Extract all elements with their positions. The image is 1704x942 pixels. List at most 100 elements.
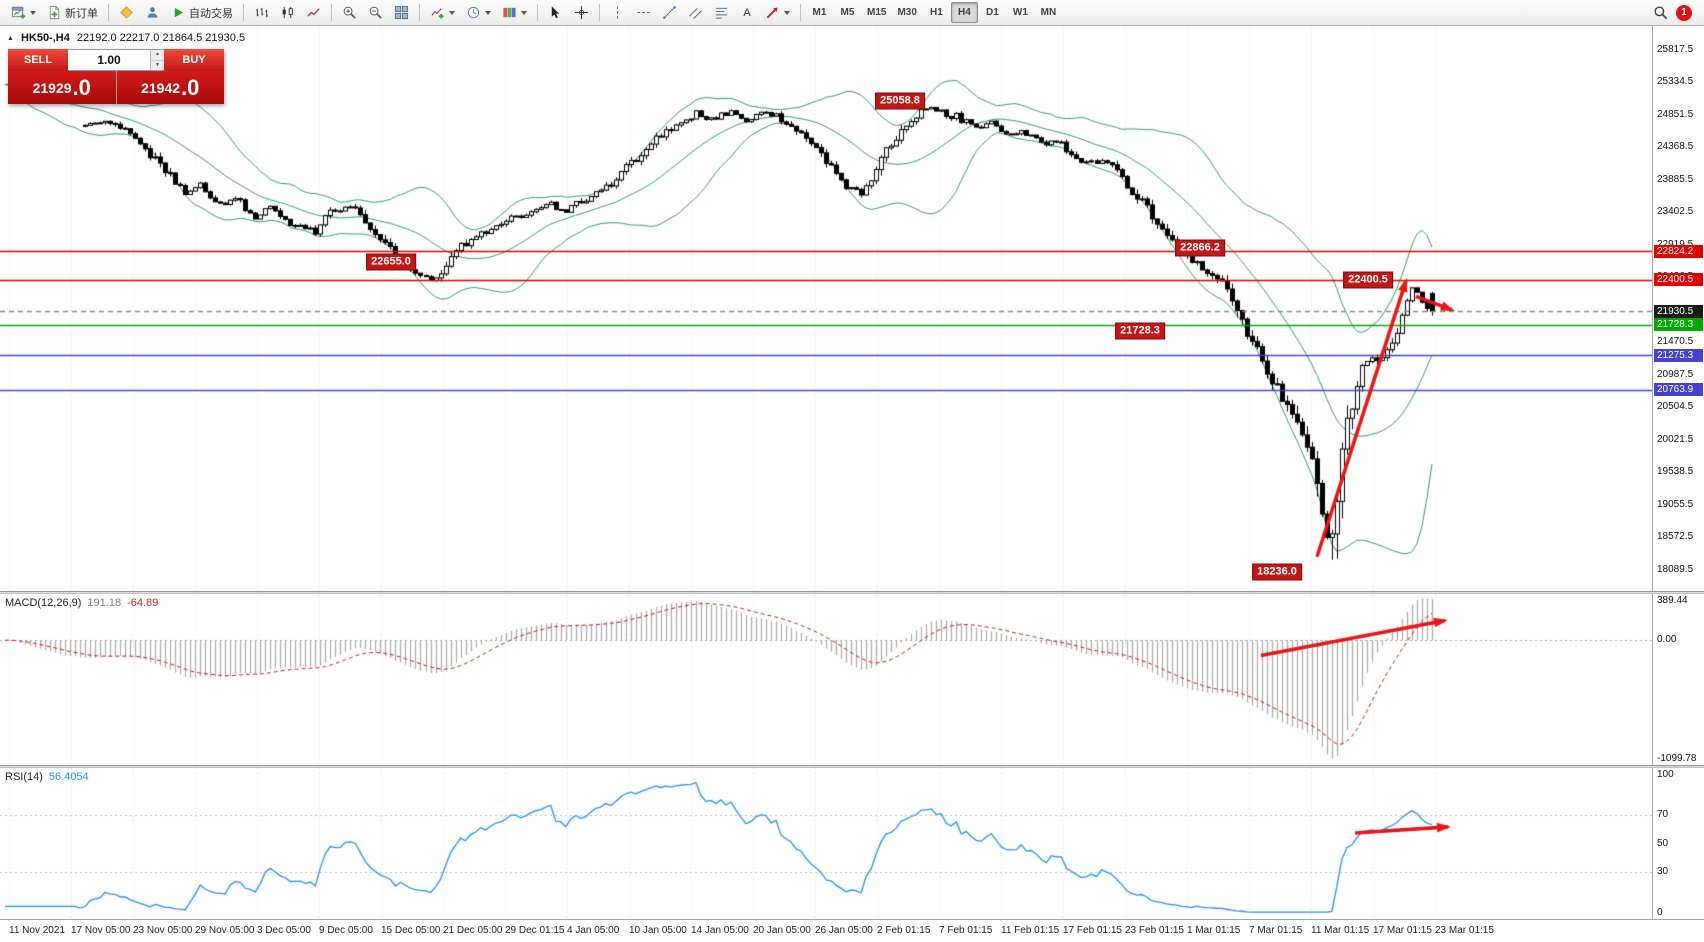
rsi-axis-label: 70 (1657, 808, 1669, 820)
volume-increase-button[interactable]: ▲ (151, 50, 164, 61)
time-axis[interactable]: 11 Nov 2021 17 Nov 05:00 23 Nov 05:00 29 No… (0, 919, 1704, 942)
indicators-button[interactable] (425, 2, 460, 23)
diamond-icon (119, 5, 134, 20)
tline-icon (662, 5, 677, 20)
time-axis-label: 17 Mar 01:15 (1373, 925, 1432, 936)
timeframe-w1[interactable]: W1 (1012, 7, 1028, 18)
notification-badge[interactable]: 1 (1676, 4, 1692, 21)
rsi-axis-label: 30 (1657, 866, 1669, 878)
tile-icon (394, 5, 409, 20)
timeframe-m30[interactable]: M30 (897, 7, 917, 18)
price-axis-label: 20987.5 (1657, 368, 1694, 380)
toolbar-separator (599, 4, 600, 21)
new-chart-button[interactable] (6, 2, 41, 23)
line-chart-icon (306, 5, 321, 20)
buy-button[interactable]: BUY (164, 49, 224, 71)
volume-decrease-button[interactable]: ▼ (151, 60, 164, 70)
price-tag: 21728.3 (1654, 318, 1703, 332)
fibonacci-button[interactable] (709, 2, 734, 23)
autotrading-button[interactable]: 自动交易 (166, 2, 238, 23)
timeframe-h1[interactable]: H1 (930, 7, 943, 18)
new-order-label: 新订单 (65, 7, 98, 20)
price-tag: 20763.9 (1654, 383, 1703, 397)
one-click-trading-widget: SELL 1.00 ▲ ▼ BUY 21929 .0 21942 .0 (8, 49, 224, 104)
periods-button[interactable] (461, 2, 496, 23)
timeframe-m1[interactable]: M1 (812, 7, 827, 18)
bars-view-button[interactable] (249, 2, 274, 23)
candles-view-button[interactable] (275, 2, 300, 23)
quote-panel-toggle-icon[interactable]: ▲ (7, 34, 14, 42)
new-order-button[interactable]: 新订单 (42, 2, 103, 23)
timeframe-m15[interactable]: M15 (867, 7, 887, 18)
volume-spinner: ▲ ▼ (150, 50, 164, 70)
tile-windows-button[interactable] (389, 2, 414, 23)
macd-pane[interactable]: MACD(12,26,9) 191.18 -64.89 389.44 0.00 -1… (0, 594, 1704, 765)
time-axis-label: 17 Feb 01:15 (1063, 925, 1122, 936)
time-axis-label: 17 Nov 05:00 (71, 925, 131, 936)
crosshair-button[interactable] (569, 2, 594, 23)
time-axis-label: 1 Mar 01:15 (1187, 925, 1241, 936)
zoom-out-button[interactable] (363, 2, 388, 23)
arrows-button[interactable] (760, 2, 795, 23)
vertical-line-button[interactable] (605, 2, 630, 23)
volume-field[interactable]: 1.00 ▲ ▼ (68, 49, 164, 71)
horizontal-line-button[interactable] (631, 2, 656, 23)
price-axis[interactable]: 25817.5 25334.5 24851.5 24368.5 23885.5 23402… (1652, 26, 1704, 591)
time-axis-label: 29 Nov 05:00 (195, 925, 255, 936)
search-button[interactable] (1648, 2, 1673, 23)
timeframe-d1[interactable]: D1 (986, 7, 999, 18)
macd-canvas[interactable] (0, 594, 1652, 765)
trendline-button[interactable] (657, 2, 682, 23)
toolbar-separator (419, 4, 420, 21)
zoom-in-button[interactable] (337, 2, 362, 23)
text-label: A (743, 6, 751, 19)
timeframe-mn[interactable]: MN (1040, 7, 1057, 18)
buy-price-pips: .0 (181, 74, 200, 100)
time-axis-label: 11 Mar 01:15 (1311, 925, 1370, 936)
time-axis-label: 29 Dec 01:15 (505, 925, 565, 936)
templates-button[interactable] (497, 2, 532, 23)
chevron-down-icon (485, 10, 491, 15)
macd-axis[interactable]: 389.44 0.00 -1099.78 (1652, 594, 1704, 765)
line-view-button[interactable] (301, 2, 326, 23)
sell-button[interactable]: SELL (8, 49, 68, 71)
time-axis-label: 23 Mar 01:15 (1435, 925, 1494, 936)
cursor-button[interactable] (543, 2, 568, 23)
price-chart-canvas[interactable] (0, 26, 1652, 591)
toolbar-separator (243, 4, 244, 21)
macd-axis-label: -1099.78 (1657, 752, 1697, 764)
rsi-indicator-label: RSI(14) 56.4054 (5, 771, 89, 783)
text-button[interactable]: A (735, 2, 759, 23)
main-chart-pane[interactable]: ▲ HK50-,H4 22192.0 22217.0 21864.5 21930… (0, 26, 1704, 591)
pane-splitter[interactable] (0, 765, 1704, 768)
person-icon (145, 5, 160, 20)
pane-splitter[interactable] (0, 591, 1704, 594)
palette-icon (502, 5, 517, 20)
fibo-icon (714, 5, 729, 20)
timeframe-m5[interactable]: M5 (840, 7, 855, 18)
zoom-out-icon (368, 5, 383, 20)
hline-icon (636, 5, 651, 20)
rsi-axis-label: 0 (1657, 907, 1663, 918)
rsi-pane[interactable]: RSI(14) 56.4054 100 70 50 30 0 (0, 768, 1704, 919)
rsi-axis[interactable]: 100 70 50 30 0 (1652, 768, 1704, 919)
vline-icon (610, 5, 625, 20)
symbol-period-label: HK50-,H4 (20, 32, 70, 44)
time-axis-label: 2 Feb 01:15 (877, 925, 931, 936)
timeframe-h4[interactable]: H4 (950, 2, 978, 23)
ohlc-values: 22192.0 22217.0 21864.5 21930.5 (76, 32, 246, 44)
buy-price[interactable]: 21942 .0 (117, 71, 225, 104)
equidistant-channel-button[interactable] (683, 2, 708, 23)
metaeditor-button[interactable] (114, 2, 139, 23)
time-axis-label: 11 Nov 2021 (9, 925, 65, 936)
bars-icon (254, 5, 269, 20)
candles-icon (280, 5, 295, 20)
autotrading-label: 自动交易 (189, 7, 233, 20)
sell-price[interactable]: 21929 .0 (8, 71, 117, 104)
chevron-down-icon (784, 10, 790, 15)
crosshair-icon (574, 5, 589, 20)
toolbar-separator (537, 4, 538, 21)
market-button[interactable] (140, 2, 165, 23)
price-axis-label: 22919.5 (1657, 239, 1693, 250)
rsi-canvas[interactable] (0, 768, 1652, 919)
